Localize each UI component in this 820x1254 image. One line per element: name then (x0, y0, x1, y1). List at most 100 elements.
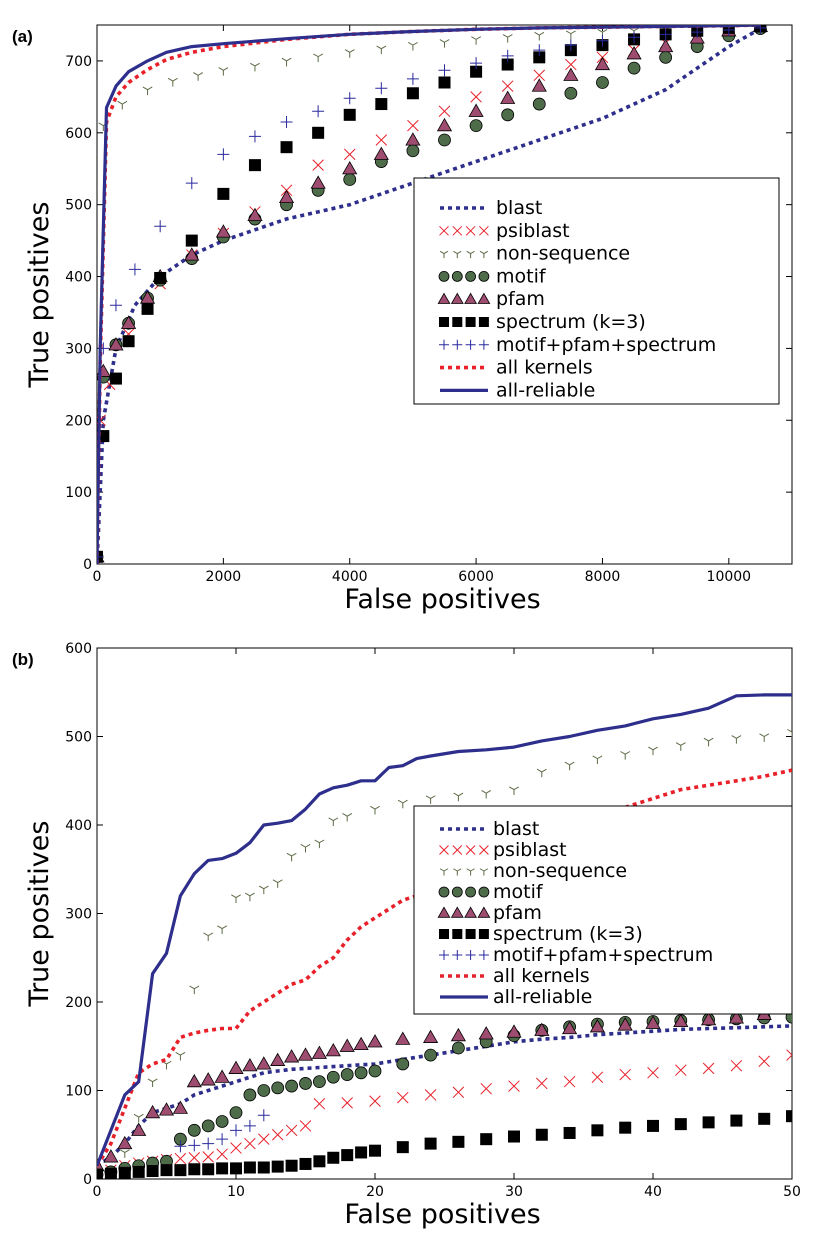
legend-swatch (438, 886, 450, 898)
data-point (215, 224, 231, 238)
y-tick-label: 600 (65, 641, 92, 657)
y-tick-label: 600 (65, 126, 92, 142)
data-point (396, 1057, 410, 1071)
series-combo (174, 1109, 270, 1153)
legend-label: motif+pfam+spectrum (496, 334, 716, 356)
legend-swatch (477, 906, 491, 918)
data-point (508, 1080, 520, 1092)
data-point (373, 146, 389, 160)
data-point (343, 92, 356, 105)
y-tick-label: 200 (65, 995, 92, 1011)
data-point (758, 1055, 770, 1068)
data-point (231, 894, 241, 903)
data-point (278, 189, 295, 204)
data-point (193, 72, 204, 81)
x-tick-label: 4000 (332, 569, 368, 585)
data-point (469, 119, 483, 133)
legend-entry-allkernels: all kernels (440, 965, 590, 987)
data-point (565, 58, 577, 71)
legend-swatch (452, 950, 463, 960)
plot-frame (96, 24, 793, 565)
data-point (450, 1027, 466, 1042)
data-point (481, 790, 492, 799)
data-point (250, 62, 260, 72)
data-point (228, 1060, 244, 1074)
legend-swatch (452, 929, 463, 939)
data-point (313, 1098, 326, 1110)
y-tick-label: 100 (65, 485, 92, 501)
data-point (396, 1141, 409, 1154)
data-point (438, 64, 451, 77)
legend-entry-spectrum: spectrum (k=3) (439, 923, 643, 945)
data-point (368, 1064, 382, 1078)
data-point (202, 1163, 215, 1176)
data-point (229, 1106, 243, 1120)
data-point (270, 1052, 286, 1066)
data-point (562, 1020, 578, 1035)
data-point (591, 1071, 604, 1083)
data-point (535, 1128, 548, 1141)
legend-swatch (452, 339, 463, 350)
data-point (272, 879, 283, 888)
data-point (343, 173, 357, 186)
legend-swatch (479, 225, 489, 236)
legend-label: pfam (496, 288, 545, 310)
legend-swatch (451, 270, 463, 282)
data-point (188, 1139, 201, 1152)
data-point (628, 31, 641, 44)
data-point (230, 1124, 242, 1137)
data-point (328, 817, 339, 826)
legend-swatch (464, 906, 478, 918)
data-point (506, 1024, 522, 1038)
data-point (300, 843, 311, 853)
x-axis-title: False positives (344, 584, 540, 615)
legend-swatch (452, 845, 463, 855)
data-point (591, 1124, 604, 1137)
data-point (203, 932, 214, 942)
data-point (647, 1119, 659, 1132)
data-point (701, 1011, 717, 1026)
data-point (533, 51, 546, 64)
legend-label: motif+pfam+spectrum (493, 944, 713, 966)
x-tick-label: 6000 (458, 569, 494, 585)
data-point (787, 728, 792, 738)
data-point (470, 91, 482, 103)
legend-swatch (439, 317, 449, 327)
y-axis-title: True positives (24, 202, 55, 389)
data-point (313, 1155, 326, 1168)
data-point (133, 1113, 144, 1123)
data-point (470, 65, 483, 78)
series-line (97, 693, 792, 1167)
data-point (132, 1165, 145, 1178)
data-point (284, 1049, 300, 1063)
series-pfam (97, 1000, 792, 1172)
chart-panel-a: (a) 0 2000 4000 6000 8000 10000 0 100 200 300 400 50… (12, 24, 793, 615)
data-point (160, 1164, 173, 1177)
data-point (470, 57, 483, 70)
legend-entry-nonsequence: non-sequence (439, 860, 627, 882)
data-point (759, 733, 770, 742)
data-point (619, 1121, 632, 1134)
data-point (468, 103, 484, 117)
legend: blastpsiblastnon-sequencemotifpfamspectr… (413, 805, 793, 1015)
data-point (109, 299, 122, 312)
data-point (286, 852, 297, 862)
x-tick-label: 0 (93, 1184, 102, 1200)
legend-swatch (478, 339, 489, 350)
legend-entry-allkernels: all kernels (440, 357, 593, 379)
legend-entry-combo: motif+pfam+spectrum (439, 944, 713, 966)
data-point (533, 69, 546, 82)
legend-swatch (465, 317, 476, 327)
legend-entry-psiblast: psiblast (439, 839, 567, 861)
data-point (97, 1168, 103, 1179)
data-point (131, 1122, 147, 1136)
data-point (174, 1140, 187, 1153)
data-point (367, 1034, 383, 1048)
legend-swatch (465, 886, 477, 898)
data-point (406, 144, 420, 158)
data-point (397, 799, 408, 809)
data-point (314, 839, 325, 849)
data-point (202, 1151, 214, 1163)
y-tick-label: 200 (65, 413, 92, 429)
data-point (674, 1118, 687, 1131)
